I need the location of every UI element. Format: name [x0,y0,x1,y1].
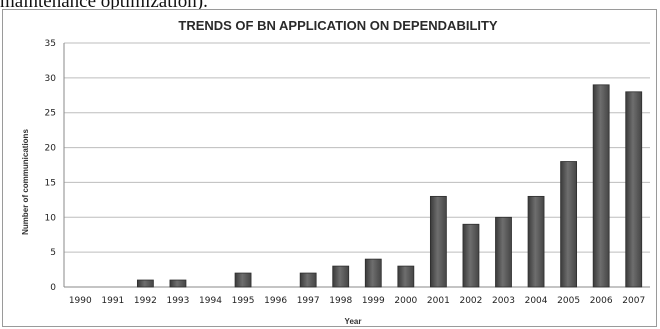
x-tick-label-1994: 1994 [199,296,222,306]
gridlines [63,42,650,288]
x-tick-label-2001: 2001 [427,296,450,306]
x-tick-label-1996: 1996 [264,296,287,306]
y-tick-label: 0 [50,283,56,293]
bar-1998 [332,265,350,288]
bar-2002 [462,223,480,288]
bar-2003 [495,216,512,288]
x-tick-label-2002: 2002 [459,296,482,306]
y-tick-label: 25 [45,109,56,119]
bar-2005 [560,161,578,288]
x-tick-label-2005: 2005 [557,296,580,306]
y-tick-label: 30 [45,74,57,84]
y-axis-label: Number of communications [21,129,30,235]
x-tick-label-2003: 2003 [492,296,515,306]
x-tick-label-1992: 1992 [134,296,157,306]
x-tick-label-2000: 2000 [394,296,417,306]
x-tick-label-2004: 2004 [525,296,548,306]
x-tick-label-2006: 2006 [590,296,613,306]
x-tick-label-1993: 1993 [166,296,189,306]
x-tick-label-1991: 1991 [101,296,124,306]
x-tick-label-1999: 1999 [362,296,385,306]
x-tick-label-2007: 2007 [622,296,645,306]
y-tick-label: 5 [50,248,56,258]
x-tick-label-1990: 1990 [69,296,92,306]
bars [136,84,643,288]
x-tick-label-1995: 1995 [232,296,255,306]
bar-2001 [429,195,447,288]
bar-1993 [169,279,187,288]
bar-1995 [234,272,252,288]
bar-2004 [527,195,545,288]
bar-1999 [364,258,382,288]
chart-title: TRENDS OF BN APPLICATION ON DEPENDABILIT… [178,18,498,33]
x-axis-label: Year [345,317,362,326]
bar-1992 [136,279,154,288]
chart-frame [2,9,657,327]
y-tick-label: 10 [45,213,57,223]
bar-2007 [625,91,643,288]
y-tick-label: 20 [45,144,57,154]
x-tick-labels: 1990 1991 1992 1993 1994 1995 1996 1997 1998 1999… [69,296,645,306]
y-tick-label: 35 [45,39,56,49]
bar-1997 [299,272,317,288]
y-tick-labels: 0 5 10 15 20 25 30 35 [45,39,57,293]
x-tick-label-1998: 1998 [329,296,352,306]
bar-2006 [592,84,610,288]
y-tick-label: 15 [45,178,56,188]
x-tick-label-1997: 1997 [297,296,320,306]
bar-2000 [397,265,415,288]
